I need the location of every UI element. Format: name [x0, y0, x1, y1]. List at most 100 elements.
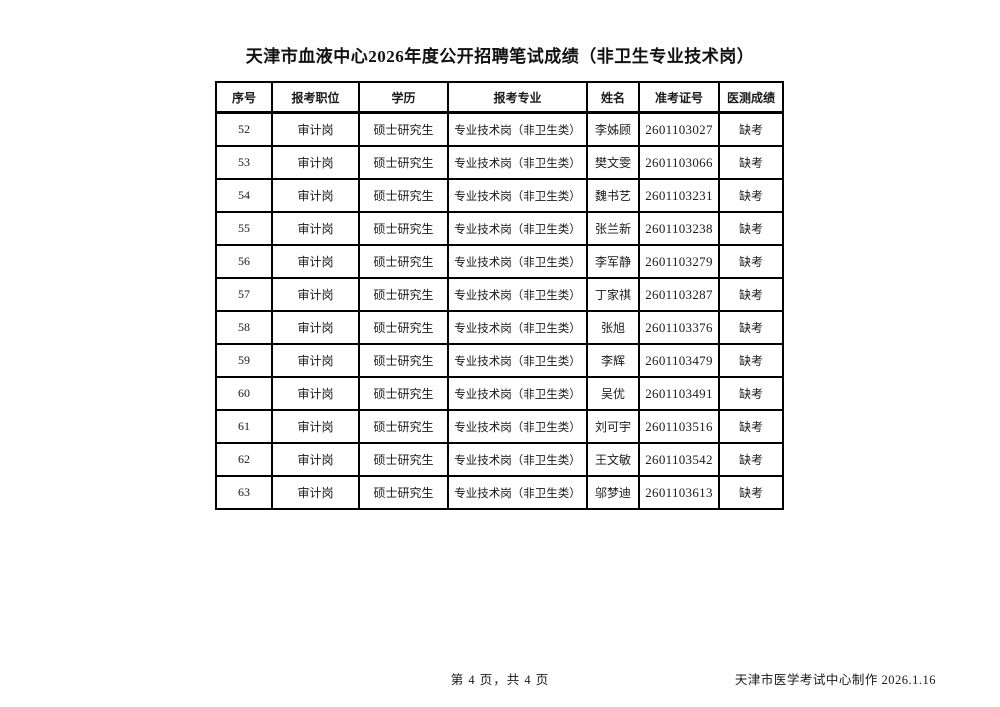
- table-row: 62 审计岗 硕士研究生 专业技术岗（非卫生类） 王文敏 2601103542 缺考: [215, 442, 784, 477]
- cell-position: 审计岗: [271, 310, 360, 345]
- cell-education: 硕士研究生: [358, 310, 449, 345]
- cell-major: 专业技术岗（非卫生类）: [447, 277, 588, 312]
- column-header-position: 报考职位: [271, 81, 360, 114]
- cell-position: 审计岗: [271, 409, 360, 444]
- table-body: 52 审计岗 硕士研究生 专业技术岗（非卫生类） 李姊顾 2601103027 缺考 53 审计…: [215, 111, 784, 510]
- score-table: 序号 报考职位 学历 报考专业 姓名 准考证号 医测成绩 52 审计岗 硕士研究生 专业技术岗（非…: [215, 81, 784, 510]
- column-header-education: 学历: [358, 81, 449, 114]
- cell-score: 缺考: [718, 244, 784, 279]
- cell-score: 缺考: [718, 277, 784, 312]
- cell-position: 审计岗: [271, 442, 360, 477]
- cell-name: 魏书艺: [586, 178, 640, 213]
- cell-index: 53: [215, 145, 273, 180]
- cell-education: 硕士研究生: [358, 178, 449, 213]
- cell-major: 专业技术岗（非卫生类）: [447, 442, 588, 477]
- cell-index: 57: [215, 277, 273, 312]
- cell-ticket-number: 2601103231: [638, 178, 720, 213]
- footer-credit: 天津市医学考试中心制作 2026.1.16: [734, 673, 936, 687]
- cell-major: 专业技术岗（非卫生类）: [447, 244, 588, 279]
- cell-name: 李姊顾: [586, 111, 640, 147]
- table-header-row: 序号 报考职位 学历 报考专业 姓名 准考证号 医测成绩: [215, 81, 784, 114]
- cell-major: 专业技术岗（非卫生类）: [447, 343, 588, 378]
- cell-major: 专业技术岗（非卫生类）: [447, 376, 588, 411]
- cell-name: 李军静: [586, 244, 640, 279]
- cell-education: 硕士研究生: [358, 111, 449, 147]
- column-header-major: 报考专业: [447, 81, 588, 114]
- cell-major: 专业技术岗（非卫生类）: [447, 409, 588, 444]
- cell-index: 63: [215, 475, 273, 510]
- cell-education: 硕士研究生: [358, 244, 449, 279]
- cell-position: 审计岗: [271, 277, 360, 312]
- table-row: 61 审计岗 硕士研究生 专业技术岗（非卫生类） 刘可宇 2601103516 缺考: [215, 409, 784, 444]
- cell-education: 硕士研究生: [358, 277, 449, 312]
- cell-name: 张兰新: [586, 211, 640, 246]
- cell-index: 56: [215, 244, 273, 279]
- table-row: 57 审计岗 硕士研究生 专业技术岗（非卫生类） 丁家祺 2601103287 缺考: [215, 277, 784, 312]
- cell-education: 硕士研究生: [358, 211, 449, 246]
- cell-education: 硕士研究生: [358, 376, 449, 411]
- page-footer: 第 4 页，共 4 页 天津市医学考试中心制作 2026.1.16: [0, 669, 1000, 687]
- column-header-score: 医测成绩: [718, 81, 784, 114]
- cell-ticket-number: 2601103491: [638, 376, 720, 411]
- cell-major: 专业技术岗（非卫生类）: [447, 310, 588, 345]
- table-row: 52 审计岗 硕士研究生 专业技术岗（非卫生类） 李姊顾 2601103027 缺考: [215, 111, 784, 147]
- cell-ticket-number: 2601103542: [638, 442, 720, 477]
- cell-position: 审计岗: [271, 178, 360, 213]
- cell-major: 专业技术岗（非卫生类）: [447, 111, 588, 147]
- cell-name: 丁家祺: [586, 277, 640, 312]
- cell-name: 张旭: [586, 310, 640, 345]
- cell-position: 审计岗: [271, 244, 360, 279]
- cell-index: 54: [215, 178, 273, 213]
- cell-score: 缺考: [718, 111, 784, 147]
- cell-ticket-number: 2601103066: [638, 145, 720, 180]
- cell-name: 刘可宇: [586, 409, 640, 444]
- cell-ticket-number: 2601103238: [638, 211, 720, 246]
- cell-index: 60: [215, 376, 273, 411]
- cell-position: 审计岗: [271, 376, 360, 411]
- cell-index: 52: [215, 111, 273, 147]
- cell-education: 硕士研究生: [358, 145, 449, 180]
- cell-education: 硕士研究生: [358, 409, 449, 444]
- cell-score: 缺考: [718, 145, 784, 180]
- cell-name: 樊文雯: [586, 145, 640, 180]
- cell-score: 缺考: [718, 409, 784, 444]
- column-header-name: 姓名: [586, 81, 640, 114]
- cell-position: 审计岗: [271, 343, 360, 378]
- page-title: 天津市血液中心2026年度公开招聘笔试成绩（非卫生专业技术岗）: [245, 47, 755, 66]
- cell-ticket-number: 2601103376: [638, 310, 720, 345]
- footer-page-indicator: 第 4 页，共 4 页: [450, 673, 550, 687]
- cell-index: 55: [215, 211, 273, 246]
- cell-education: 硕士研究生: [358, 343, 449, 378]
- table-row: 63 审计岗 硕士研究生 专业技术岗（非卫生类） 邬梦迪 2601103613 缺考: [215, 475, 784, 510]
- cell-score: 缺考: [718, 376, 784, 411]
- cell-name: 李辉: [586, 343, 640, 378]
- cell-education: 硕士研究生: [358, 475, 449, 510]
- cell-ticket-number: 2601103516: [638, 409, 720, 444]
- cell-major: 专业技术岗（非卫生类）: [447, 475, 588, 510]
- cell-position: 审计岗: [271, 145, 360, 180]
- cell-position: 审计岗: [271, 111, 360, 147]
- table-row: 56 审计岗 硕士研究生 专业技术岗（非卫生类） 李军静 2601103279 缺考: [215, 244, 784, 279]
- cell-index: 61: [215, 409, 273, 444]
- cell-major: 专业技术岗（非卫生类）: [447, 211, 588, 246]
- cell-major: 专业技术岗（非卫生类）: [447, 178, 588, 213]
- cell-score: 缺考: [718, 178, 784, 213]
- cell-index: 59: [215, 343, 273, 378]
- cell-ticket-number: 2601103479: [638, 343, 720, 378]
- cell-ticket-number: 2601103613: [638, 475, 720, 510]
- cell-position: 审计岗: [271, 475, 360, 510]
- cell-score: 缺考: [718, 442, 784, 477]
- table-row: 55 审计岗 硕士研究生 专业技术岗（非卫生类） 张兰新 2601103238 缺考: [215, 211, 784, 246]
- cell-name: 吴优: [586, 376, 640, 411]
- table-row: 53 审计岗 硕士研究生 专业技术岗（非卫生类） 樊文雯 2601103066 缺考: [215, 145, 784, 180]
- cell-score: 缺考: [718, 475, 784, 510]
- cell-ticket-number: 2601103279: [638, 244, 720, 279]
- column-header-ticket-number: 准考证号: [638, 81, 720, 114]
- cell-position: 审计岗: [271, 211, 360, 246]
- cell-name: 邬梦迪: [586, 475, 640, 510]
- cell-education: 硕士研究生: [358, 442, 449, 477]
- cell-name: 王文敏: [586, 442, 640, 477]
- cell-score: 缺考: [718, 211, 784, 246]
- table-row: 59 审计岗 硕士研究生 专业技术岗（非卫生类） 李辉 2601103479 缺考: [215, 343, 784, 378]
